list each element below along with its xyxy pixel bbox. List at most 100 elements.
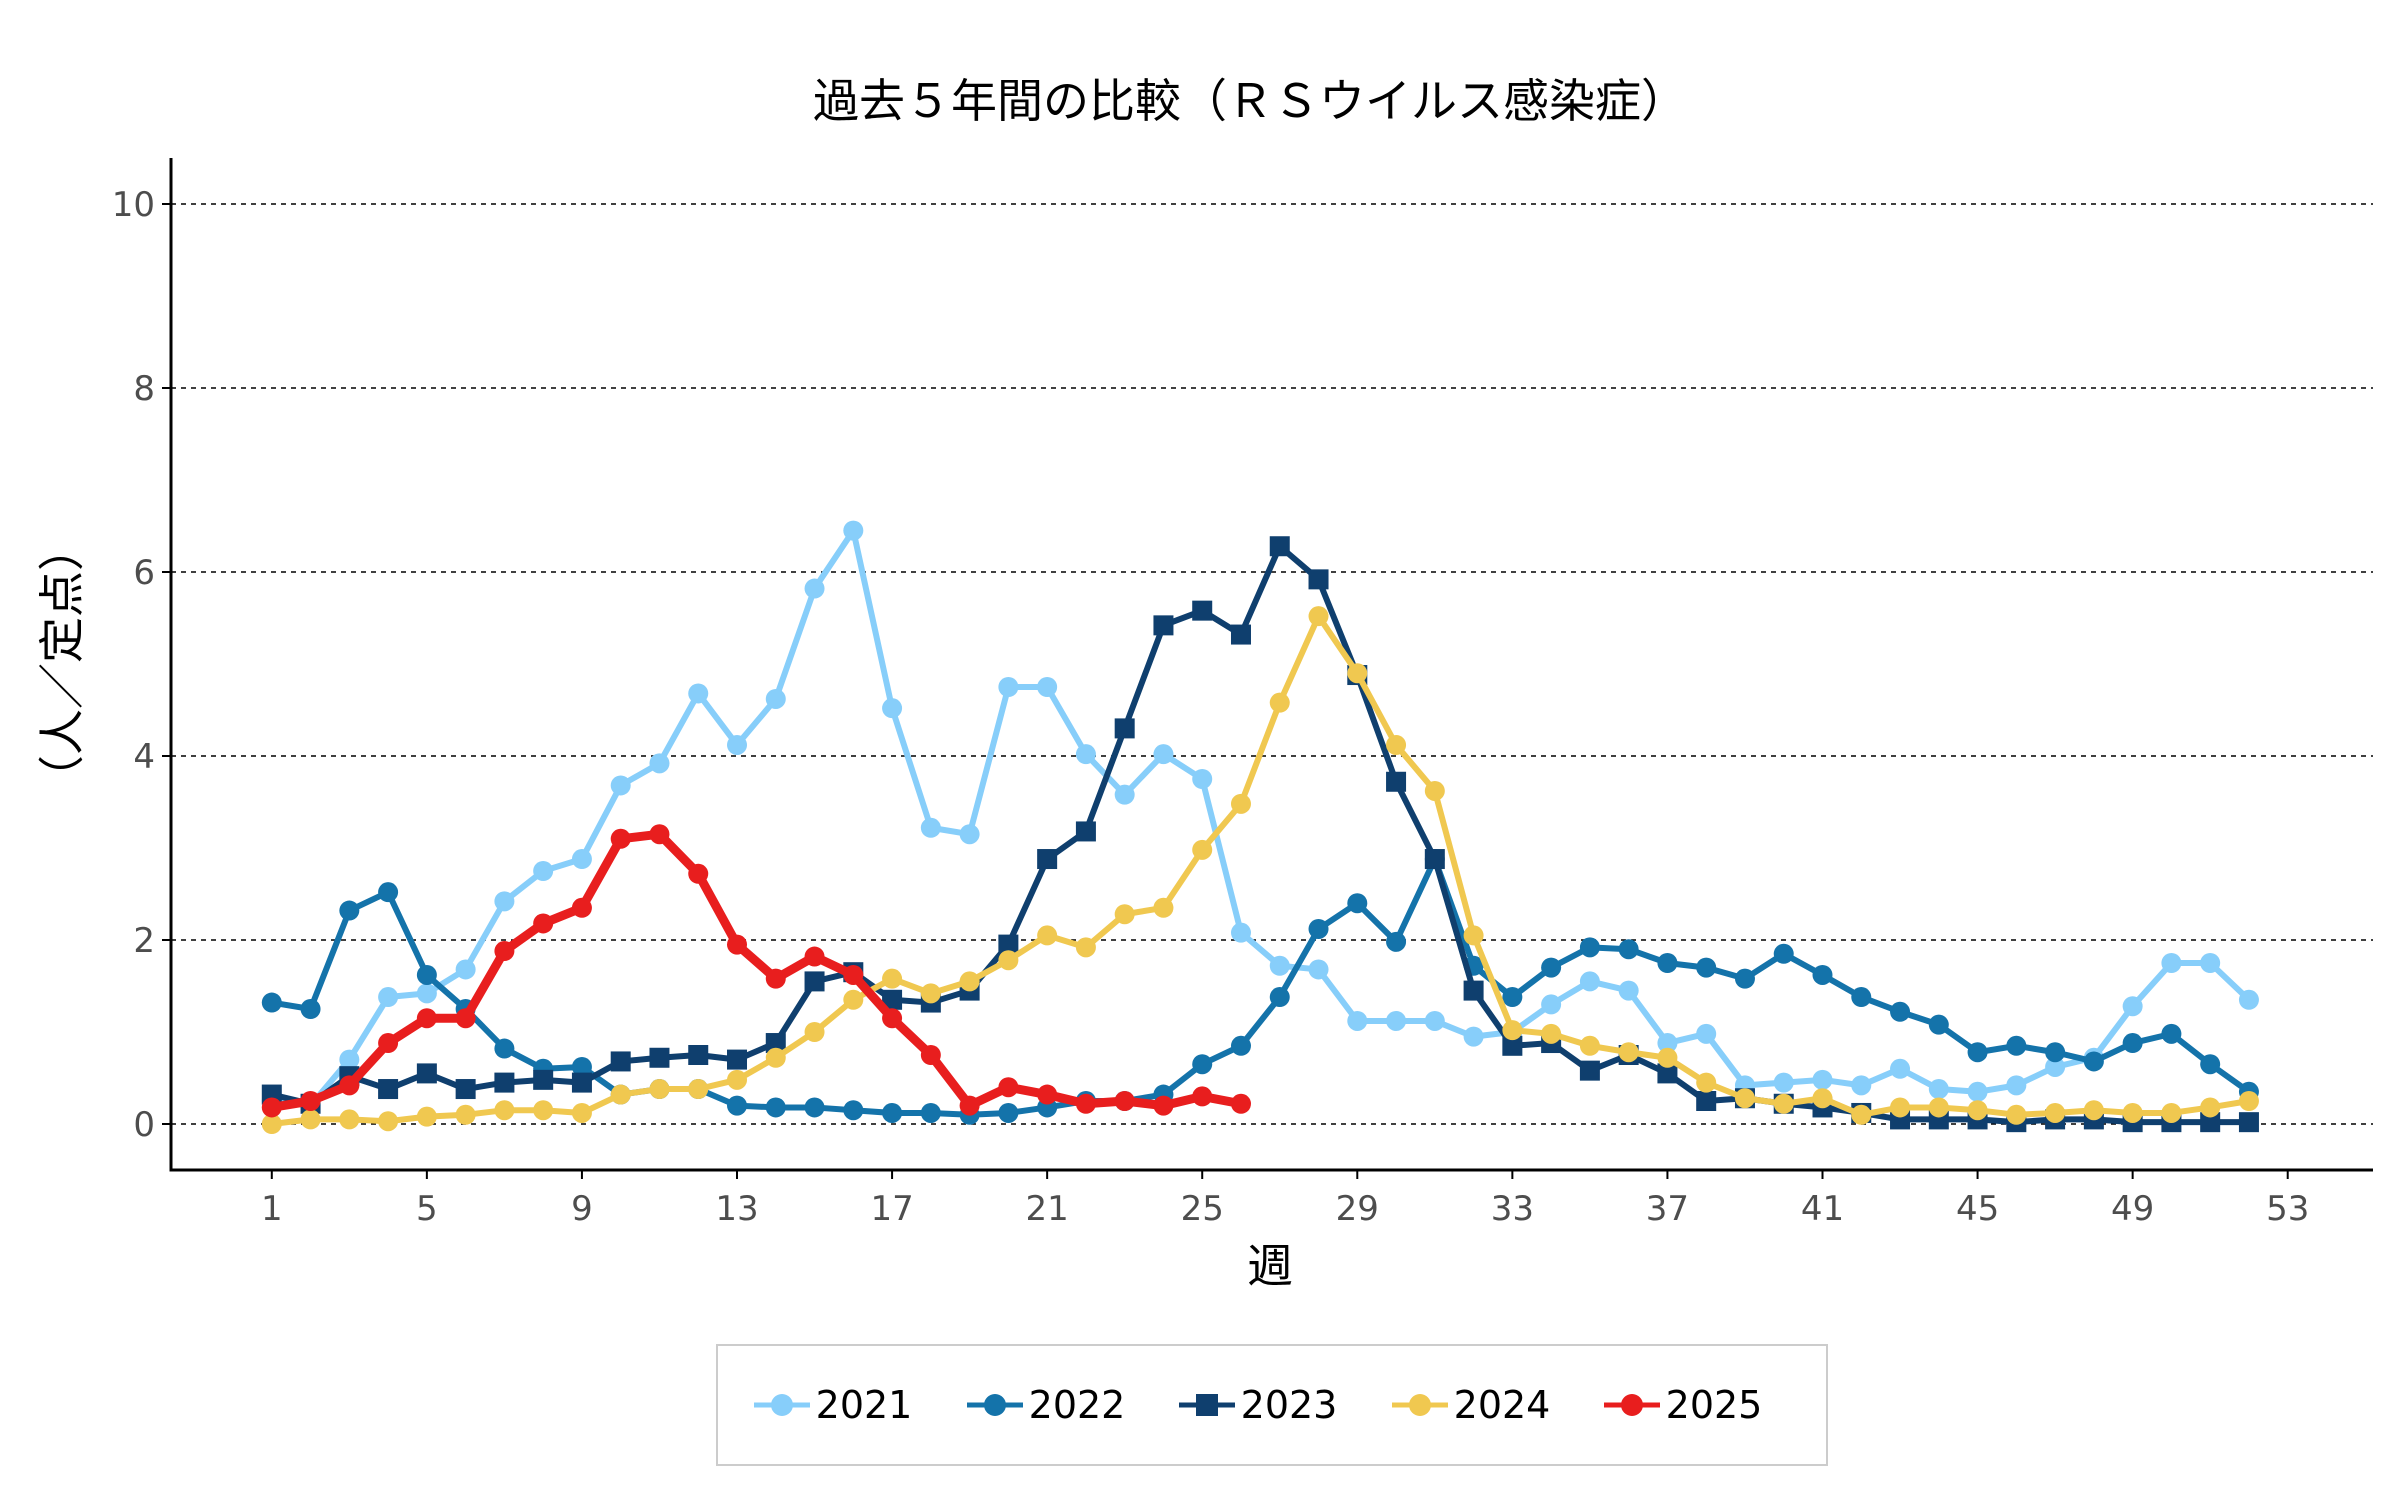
point-2025-w25: [1192, 1086, 1213, 1107]
point-2022-w13: [727, 1095, 748, 1116]
point-2025-w13: [727, 934, 748, 955]
point-2024-w42: [1851, 1104, 1872, 1125]
point-2023-w31: [1424, 849, 1445, 870]
point-2021-w12: [688, 683, 709, 704]
point-2024-w34: [1541, 1023, 1562, 1044]
point-2023-w14: [765, 1033, 786, 1054]
point-2024-w12: [688, 1079, 709, 1100]
point-2024-w18: [920, 983, 941, 1004]
point-2024-w23: [1114, 904, 1135, 925]
legend-item-2021: 2021: [754, 1383, 912, 1427]
point-2024-w46: [2006, 1104, 2027, 1125]
point-2023-w27: [1269, 536, 1290, 557]
point-2024-w47: [2045, 1102, 2066, 1123]
point-2024-w6: [455, 1104, 476, 1125]
point-2022-w42: [1851, 987, 1872, 1008]
x-tick-label-53: 53: [2266, 1189, 2309, 1229]
point-2025-w1: [261, 1097, 282, 1118]
point-2022-w1: [261, 992, 282, 1013]
point-2021-w21: [1037, 677, 1058, 697]
point-2023-w8: [533, 1069, 554, 1090]
point-2022-w36: [1618, 939, 1639, 960]
point-2021-w18: [920, 817, 941, 838]
point-2024-w39: [1734, 1088, 1755, 1109]
point-2024-w21: [1037, 925, 1058, 946]
point-2022-w46: [2006, 1035, 2027, 1056]
point-2023-w10: [610, 1051, 631, 1072]
legend-label-2025: 2025: [1666, 1383, 1763, 1427]
point-2025-w5: [416, 1008, 437, 1029]
point-2024-w2: [300, 1109, 321, 1130]
point-2021-w35: [1579, 971, 1600, 992]
point-2022-w9: [571, 1056, 592, 1077]
point-2024-w16: [843, 989, 864, 1010]
x-tick-label-33: 33: [1491, 1189, 1534, 1229]
point-2021-w7: [494, 891, 515, 912]
point-2022-w27: [1269, 987, 1290, 1008]
point-2022-w16: [843, 1100, 864, 1121]
x-tick-label-25: 25: [1181, 1189, 1224, 1229]
x-tick-label-21: 21: [1026, 1189, 1069, 1229]
x-tick-label-1: 1: [261, 1189, 283, 1229]
x-tick-label-29: 29: [1336, 1189, 1379, 1229]
legend-marker-2022: [984, 1394, 1006, 1416]
point-2022-w39: [1734, 968, 1755, 989]
point-2023-w52: [2238, 1112, 2259, 1133]
legend-marker-2024: [1409, 1394, 1431, 1416]
x-axis-ticks: 1 5 9 13 17 21 25 29 33 37 41 45 49 53: [261, 1170, 2309, 1229]
point-2023-w38: [1696, 1091, 1717, 1111]
point-2025-w16: [843, 964, 864, 985]
point-2023-w9: [571, 1072, 592, 1093]
point-2024-w25: [1192, 839, 1213, 860]
point-2024-w41: [1812, 1088, 1833, 1109]
point-2021-w9: [571, 849, 592, 870]
point-2021-w44: [1928, 1079, 1949, 1100]
point-2021-w22: [1075, 744, 1096, 765]
point-2021-w3: [339, 1049, 360, 1070]
x-tick-label-5: 5: [416, 1189, 438, 1229]
y-tick-label-2: 2: [133, 921, 155, 961]
point-2022-w15: [804, 1097, 825, 1118]
point-2024-w20: [998, 950, 1019, 971]
point-2025-w26: [1230, 1093, 1251, 1114]
x-tick-label-13: 13: [715, 1189, 758, 1229]
point-2024-w38: [1696, 1072, 1717, 1093]
point-2023-w11: [649, 1047, 670, 1068]
point-2022-w5: [416, 964, 437, 985]
point-2023-w15: [804, 971, 825, 992]
point-2021-w5: [416, 983, 437, 1004]
point-2023-w7: [494, 1072, 515, 1093]
chart-title: 過去５年間の比較（ＲＳウイルス感染症）: [813, 74, 1687, 128]
x-tick-label-41: 41: [1801, 1189, 1844, 1229]
point-2023-w32: [1463, 980, 1484, 1001]
point-2024-w44: [1928, 1097, 1949, 1118]
point-2021-w43: [1890, 1058, 1911, 1079]
series-line-2023: [268, 543, 2252, 1126]
point-2022-w14: [765, 1097, 786, 1118]
point-2023-w23: [1114, 718, 1135, 739]
point-2022-w17: [882, 1102, 903, 1123]
point-2022-w3: [339, 900, 360, 921]
point-2023-w26: [1230, 624, 1251, 645]
point-2025-w24: [1153, 1095, 1174, 1116]
point-2022-w48: [2083, 1051, 2104, 1072]
point-2021-w15: [804, 578, 825, 599]
point-2022-w47: [2045, 1042, 2066, 1063]
point-2021-w14: [765, 688, 786, 709]
point-2021-w28: [1308, 959, 1329, 980]
legend-item-2024: 2024: [1392, 1383, 1550, 1427]
point-2025-w20: [998, 1077, 1019, 1098]
y-tick-label-4: 4: [133, 737, 155, 777]
point-2024-w27: [1269, 692, 1290, 713]
x-tick-label-37: 37: [1646, 1189, 1689, 1229]
point-2024-w24: [1153, 897, 1174, 918]
point-2024-w1: [261, 1114, 282, 1134]
point-2021-w30: [1386, 1010, 1407, 1031]
point-2021-w37: [1657, 1033, 1678, 1054]
point-2022-w44: [1928, 1014, 1949, 1035]
y-axis-ticks: 0 2 4 6 8 10: [112, 185, 171, 1145]
legend-label-2022: 2022: [1029, 1383, 1126, 1427]
point-2025-w19: [959, 1095, 980, 1116]
point-2021-w6: [455, 959, 476, 980]
